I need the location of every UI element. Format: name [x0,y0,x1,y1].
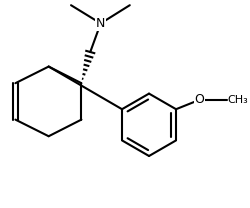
Text: N: N [96,17,105,30]
Text: O: O [194,93,204,106]
Text: CH₃: CH₃ [227,95,248,105]
